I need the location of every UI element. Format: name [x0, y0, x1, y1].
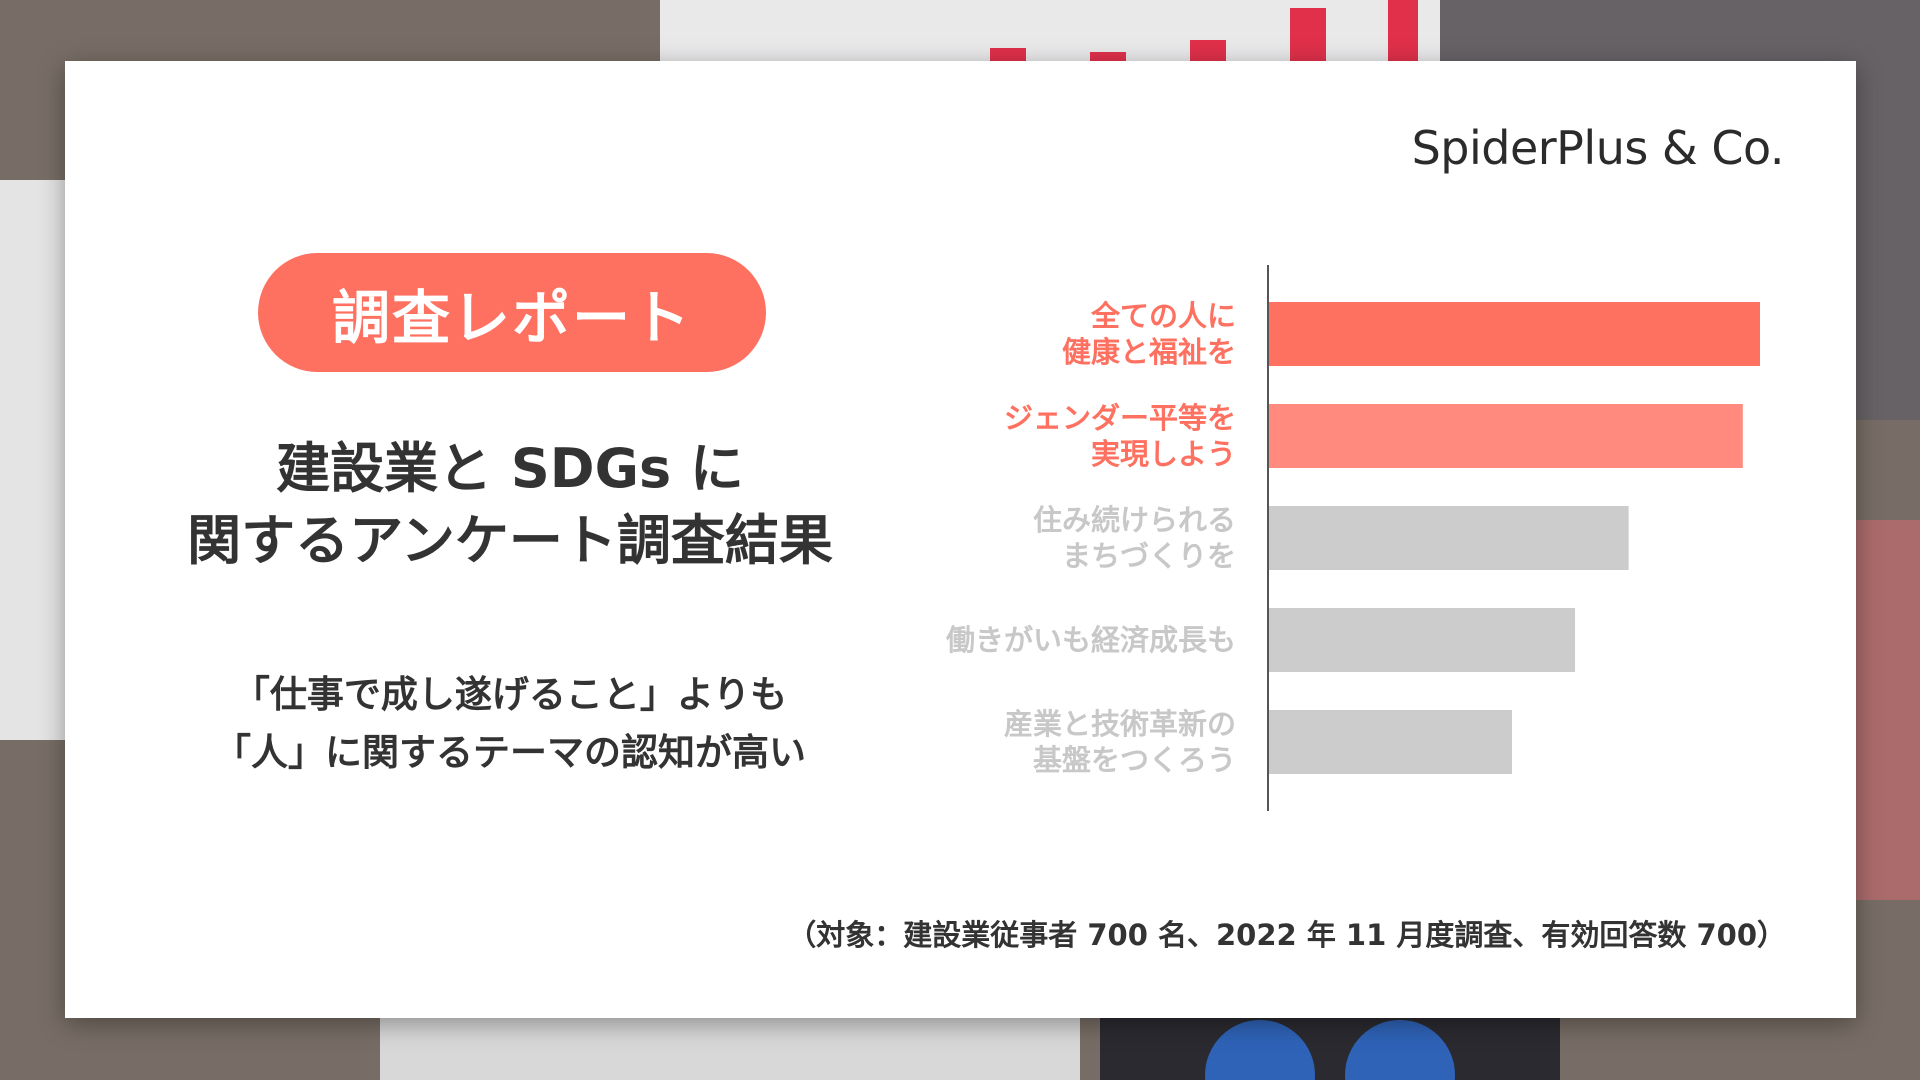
- report-card: SpiderPlus & Co. 調査レポート 建設業と SDGs に 関するア…: [65, 61, 1856, 1018]
- page-title: 建設業と SDGs に 関するアンケート調査結果: [135, 433, 885, 577]
- subtitle-line-1: 「仕事で成し遂げること」よりも: [232, 673, 788, 716]
- chart-category-label-2: ジェンダー平等を実現しよう: [1004, 401, 1236, 471]
- chart-bar-4: [1268, 608, 1576, 672]
- chart-bar-2: [1268, 404, 1743, 468]
- sdg-awareness-chart: 全ての人に健康と福祉をジェンダー平等を実現しよう住み続けられるまちづくりを働きが…: [945, 265, 1760, 811]
- chart-category-label-line: 産業と技術革新の: [1004, 707, 1236, 741]
- chart-bar-5: [1268, 710, 1513, 774]
- chart-category-label-line: 住み続けられる: [1033, 503, 1236, 537]
- chart-category-label-line: 実現しよう: [1091, 437, 1236, 471]
- chart-bar-1: [1268, 302, 1760, 366]
- report-badge: 調査レポート: [258, 253, 766, 372]
- chart-category-label-line: 健康と福祉を: [1062, 335, 1236, 369]
- chart-category-label-line: 全ての人に: [1090, 299, 1236, 333]
- title-line-2: 関するアンケート調査結果: [187, 509, 833, 572]
- chart-category-label-line: 基盤をつくろう: [1033, 743, 1236, 777]
- title-line-1: 建設業と SDGs に: [276, 437, 744, 500]
- chart-category-label-4: 働きがいも経済成長も: [945, 623, 1236, 657]
- chart-category-label-line: 働きがいも経済成長も: [945, 623, 1236, 657]
- chart-category-label-line: まちづくりを: [1062, 539, 1236, 573]
- brand-logo: SpiderPlus & Co.: [1411, 121, 1785, 175]
- chart-bar-3: [1268, 506, 1629, 570]
- survey-footnote: （対象：建設業従事者 700 名、2022 年 11 月度調査、有効回答数 70…: [787, 918, 1786, 952]
- chart-category-label-line: ジェンダー平等を: [1004, 401, 1236, 435]
- chart-category-label-1: 全ての人に健康と福祉を: [1062, 299, 1236, 369]
- chart-category-label-3: 住み続けられるまちづくりを: [1033, 503, 1236, 573]
- subtitle-line-2: 「人」に関するテーマの認知が高い: [214, 731, 806, 774]
- page-subtitle: 「仕事で成し遂げること」よりも 「人」に関するテーマの認知が高い: [135, 666, 885, 782]
- chart-category-label-5: 産業と技術革新の基盤をつくろう: [1004, 707, 1236, 777]
